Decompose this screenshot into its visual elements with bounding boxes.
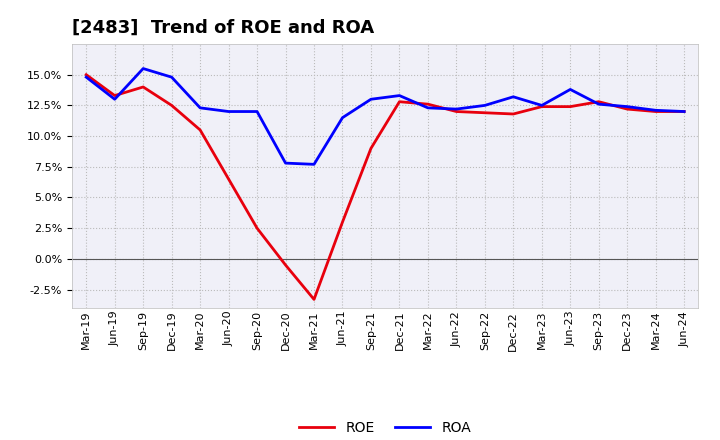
ROA bbox=[167, 74, 176, 80]
ROE bbox=[566, 104, 575, 109]
ROE bbox=[139, 84, 148, 90]
ROA bbox=[566, 87, 575, 92]
ROA bbox=[595, 102, 603, 107]
ROA bbox=[196, 105, 204, 110]
ROE bbox=[225, 176, 233, 182]
ROE bbox=[623, 106, 631, 112]
ROE bbox=[82, 72, 91, 77]
ROA bbox=[110, 97, 119, 102]
ROA bbox=[680, 109, 688, 114]
ROE bbox=[395, 99, 404, 104]
ROE bbox=[196, 127, 204, 132]
ROE bbox=[310, 297, 318, 302]
ROE bbox=[338, 220, 347, 225]
ROE bbox=[652, 109, 660, 114]
ROA bbox=[509, 94, 518, 99]
ROE bbox=[452, 109, 461, 114]
ROA bbox=[310, 161, 318, 167]
ROA bbox=[139, 66, 148, 71]
ROA bbox=[282, 161, 290, 166]
ROA bbox=[623, 104, 631, 109]
ROA bbox=[395, 93, 404, 98]
ROE bbox=[423, 102, 432, 107]
ROA bbox=[338, 115, 347, 120]
ROE bbox=[680, 109, 688, 114]
ROA bbox=[225, 109, 233, 114]
ROA bbox=[366, 97, 375, 102]
ROE bbox=[595, 99, 603, 104]
ROA bbox=[537, 103, 546, 108]
Line: ROA: ROA bbox=[86, 69, 684, 164]
ROA bbox=[480, 103, 489, 108]
ROA bbox=[253, 109, 261, 114]
Legend: ROE, ROA: ROE, ROA bbox=[294, 415, 477, 440]
Text: [2483]  Trend of ROE and ROA: [2483] Trend of ROE and ROA bbox=[72, 19, 374, 37]
ROE bbox=[110, 93, 119, 98]
Line: ROE: ROE bbox=[86, 75, 684, 299]
ROA bbox=[423, 105, 432, 110]
ROE bbox=[253, 226, 261, 231]
ROE bbox=[537, 104, 546, 109]
ROE bbox=[480, 110, 489, 115]
ROE bbox=[366, 146, 375, 151]
ROE bbox=[282, 262, 290, 268]
ROE bbox=[509, 111, 518, 117]
ROE bbox=[167, 103, 176, 108]
ROA bbox=[452, 106, 461, 112]
ROA bbox=[82, 74, 91, 80]
ROA bbox=[652, 108, 660, 113]
